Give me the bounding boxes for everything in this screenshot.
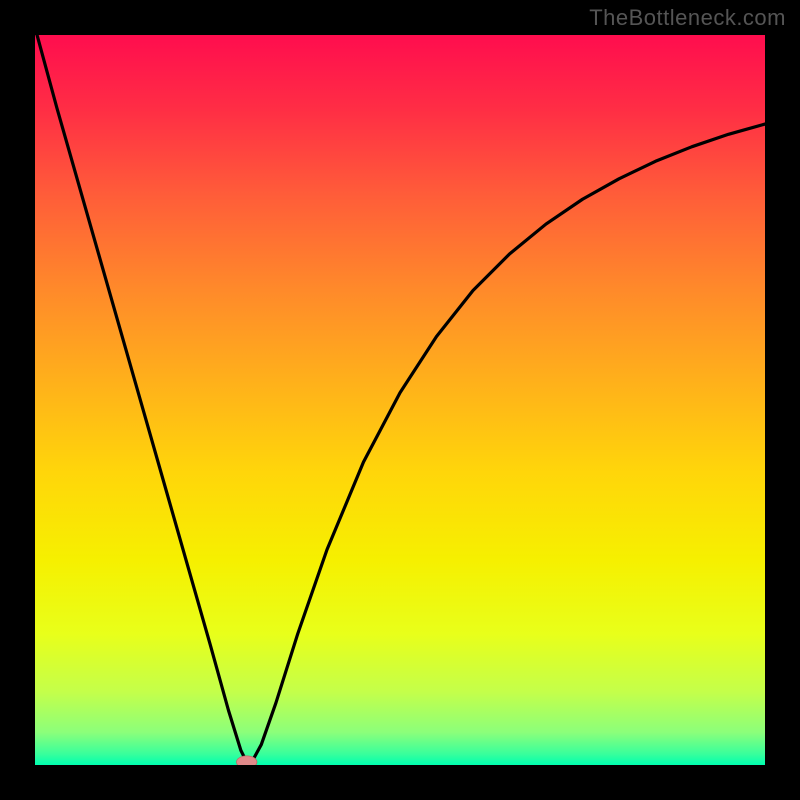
plot-background: [35, 35, 765, 765]
watermark-text: TheBottleneck.com: [589, 5, 786, 31]
plot-area: [35, 35, 765, 765]
chart-svg: [35, 35, 765, 765]
chart-container: TheBottleneck.com: [0, 0, 800, 800]
curve-minimum-marker: [236, 756, 256, 765]
